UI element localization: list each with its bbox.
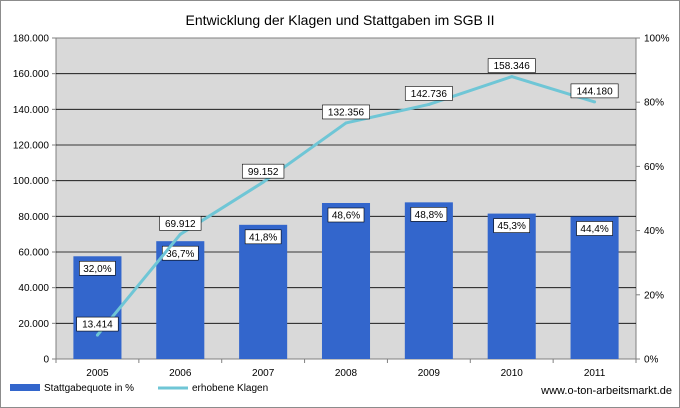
line-data-label: 144.180 bbox=[576, 86, 613, 97]
bar-data-label-box bbox=[244, 229, 282, 245]
line-point bbox=[178, 232, 182, 236]
x-tick-label: 2009 bbox=[418, 368, 441, 379]
y-left-tick-label: 140.000 bbox=[13, 105, 50, 116]
x-tick-label: 2006 bbox=[169, 368, 192, 379]
bar bbox=[404, 202, 453, 359]
y-right-tick-label: 40% bbox=[644, 226, 664, 237]
line-point bbox=[95, 333, 99, 337]
bar-data-label: 45,3% bbox=[498, 221, 526, 232]
bar-data-label: 36,7% bbox=[166, 249, 194, 260]
y-left-tick-label: 160.000 bbox=[13, 69, 50, 80]
y-right-tick-label: 20% bbox=[644, 290, 664, 301]
line-data-label-box bbox=[404, 86, 453, 101]
bar-data-label-box bbox=[79, 260, 116, 276]
bar-data-label-box bbox=[327, 207, 365, 223]
y-left-tick-label: 80.000 bbox=[18, 212, 49, 223]
legend-swatch-bar bbox=[10, 384, 40, 391]
y-left-tick-label: 120.000 bbox=[13, 141, 50, 152]
line-data-label-box bbox=[76, 316, 119, 332]
line-data-label-box bbox=[570, 83, 619, 99]
line-data-label: 13.414 bbox=[82, 320, 113, 331]
x-tick-label: 2011 bbox=[584, 368, 606, 379]
bar bbox=[321, 202, 371, 359]
line-data-label-box bbox=[242, 163, 285, 179]
bar-data-label-box bbox=[410, 207, 448, 222]
line-data-label-box bbox=[487, 58, 536, 73]
line-point bbox=[344, 121, 348, 125]
y-left-tick-label: 60.000 bbox=[18, 248, 49, 259]
bar-data-label: 48,8% bbox=[415, 210, 443, 221]
y-left-tick-label: 100.000 bbox=[13, 176, 50, 187]
bar bbox=[487, 213, 536, 359]
bar bbox=[239, 224, 288, 359]
y-right-tick-label: 80% bbox=[644, 98, 664, 109]
line-data-label: 158.346 bbox=[494, 61, 531, 72]
source-url: www.o-ton-arbeitsmarkt.de bbox=[540, 385, 672, 397]
bar bbox=[570, 216, 619, 359]
bar bbox=[156, 241, 205, 359]
line-data-label-box bbox=[322, 104, 370, 120]
bar-data-label: 44,4% bbox=[580, 224, 608, 235]
line-point bbox=[593, 100, 597, 104]
y-right-tick-label: 60% bbox=[644, 162, 664, 173]
line-point bbox=[261, 180, 265, 184]
bar-data-label-box bbox=[576, 221, 613, 236]
line-data-label: 132.356 bbox=[328, 108, 365, 119]
line-point bbox=[427, 102, 431, 106]
legend-label-line: erhobene Klagen bbox=[192, 383, 268, 394]
y-left-tick-label: 180.000 bbox=[13, 34, 50, 45]
bar-data-label: 32,0% bbox=[83, 264, 111, 275]
y-right-tick-label: 100% bbox=[644, 34, 670, 45]
x-tick-label: 2007 bbox=[252, 368, 275, 379]
y-left-tick-label: 20.000 bbox=[18, 319, 49, 330]
chart-title: Entwicklung der Klagen und Stattgaben im… bbox=[186, 12, 495, 28]
line-data-label: 99.152 bbox=[248, 167, 279, 178]
legend-label-bar: Stattgabequote in % bbox=[44, 383, 134, 394]
x-tick-label: 2010 bbox=[501, 368, 524, 379]
x-tick-label: 2008 bbox=[335, 368, 358, 379]
bar-data-label: 41,8% bbox=[249, 232, 277, 243]
x-tick-label: 2005 bbox=[86, 368, 109, 379]
bar-data-label-box bbox=[493, 218, 531, 233]
line-data-label: 142.736 bbox=[411, 89, 448, 100]
bar-data-label-box bbox=[161, 245, 199, 261]
line-data-label: 69.912 bbox=[165, 219, 196, 230]
line-point bbox=[510, 75, 514, 79]
y-right-tick-label: 0% bbox=[644, 355, 659, 366]
y-left-tick-label: 40.000 bbox=[18, 283, 49, 294]
line-data-label-box bbox=[159, 216, 202, 231]
y-left-tick-label: 0 bbox=[43, 355, 49, 366]
bar-data-label: 48,6% bbox=[332, 211, 360, 222]
